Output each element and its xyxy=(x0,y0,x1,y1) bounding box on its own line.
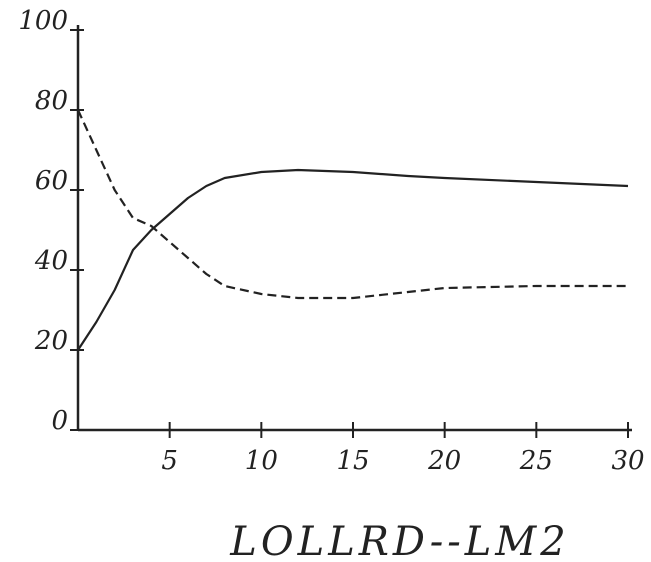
y-tick-label: 20 xyxy=(34,326,68,356)
data-line xyxy=(77,168,629,351)
data-line xyxy=(77,109,628,300)
y-tick-label: 100 xyxy=(18,6,68,36)
x-tick-label: 5 xyxy=(161,446,178,476)
y-tick-label: 0 xyxy=(51,406,68,436)
x-tick-label: 20 xyxy=(427,446,461,476)
x-tick-label: 30 xyxy=(611,446,644,476)
x-axis-title: LOLLRD--LM2 xyxy=(229,519,569,562)
y-tick-label: 60 xyxy=(35,166,68,196)
x-tick-label: 25 xyxy=(519,446,553,476)
x-tick-label: 10 xyxy=(245,446,278,476)
x-tick-label: 15 xyxy=(336,446,369,476)
y-tick-label: 80 xyxy=(35,86,68,116)
y-tick-label: 40 xyxy=(34,246,68,276)
